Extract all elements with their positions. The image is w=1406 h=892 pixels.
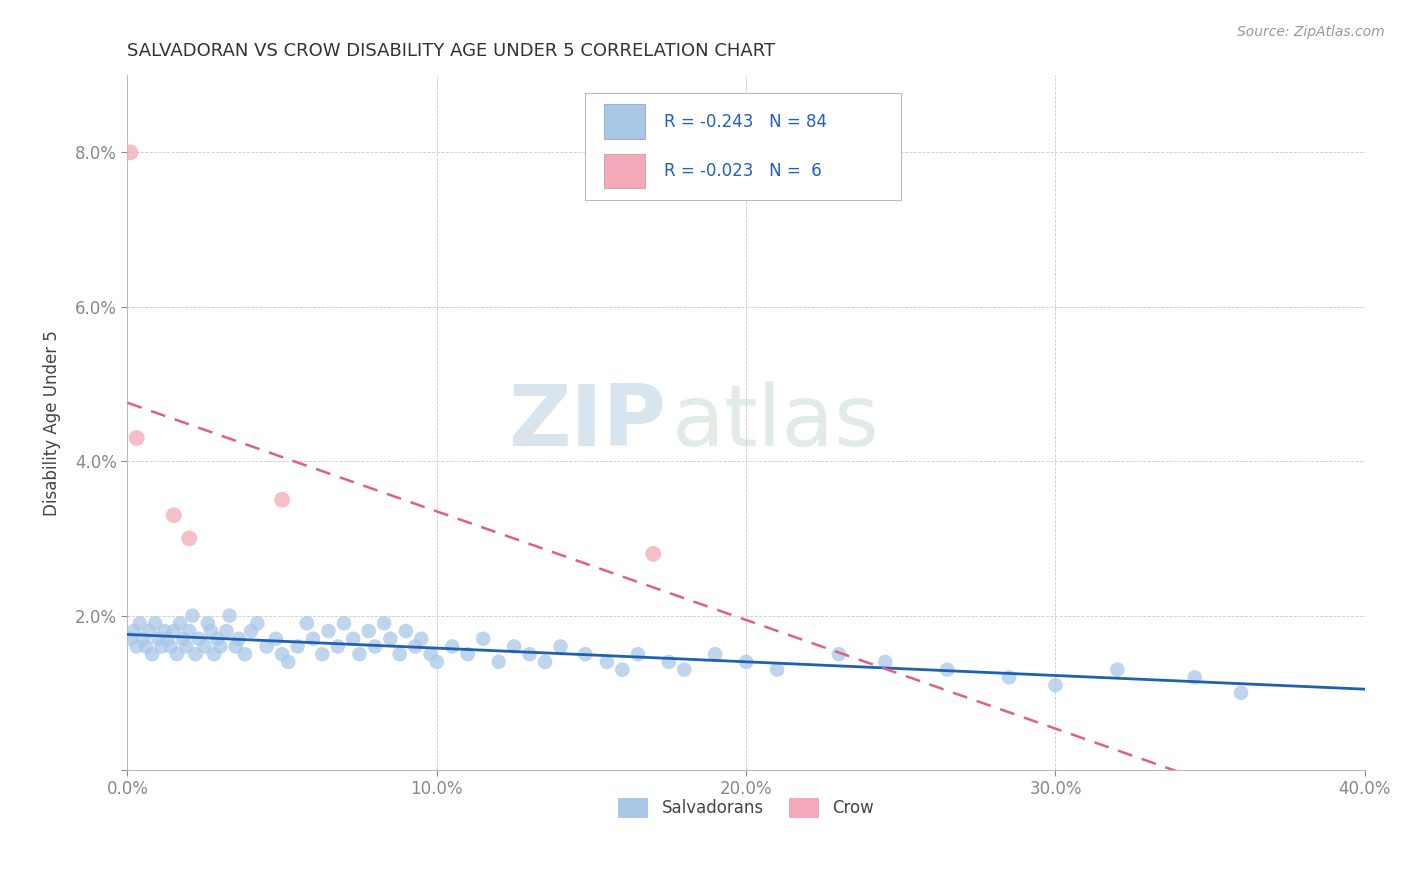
Point	[364, 640, 387, 654]
Point	[550, 640, 572, 654]
Point	[215, 624, 238, 638]
Point	[936, 663, 959, 677]
Point	[132, 632, 155, 646]
Point	[271, 647, 294, 661]
Point	[1230, 686, 1253, 700]
Point	[503, 640, 526, 654]
Point	[128, 616, 150, 631]
Point	[153, 624, 176, 638]
Text: ZIP: ZIP	[508, 381, 665, 464]
Point	[120, 632, 142, 646]
Point	[159, 640, 181, 654]
Point	[197, 616, 219, 631]
Point	[125, 640, 148, 654]
Point	[673, 663, 696, 677]
Point	[163, 508, 186, 523]
Point	[246, 616, 269, 631]
Point	[187, 632, 209, 646]
Point	[277, 655, 299, 669]
Point	[534, 655, 557, 669]
Point	[1184, 670, 1206, 684]
Point	[156, 632, 179, 646]
Point	[287, 640, 309, 654]
Point	[373, 616, 395, 631]
Point	[519, 647, 541, 661]
Point	[205, 632, 228, 646]
Point	[596, 655, 619, 669]
Point	[240, 624, 263, 638]
Point	[233, 647, 256, 661]
Point	[326, 640, 349, 654]
Point	[388, 647, 411, 661]
Point	[311, 647, 333, 661]
Point	[163, 624, 186, 638]
Legend: Salvadorans, Crow: Salvadorans, Crow	[612, 791, 880, 824]
Point	[184, 647, 207, 661]
Point	[181, 608, 204, 623]
Point	[120, 145, 142, 160]
Point	[404, 640, 426, 654]
Point	[256, 640, 278, 654]
Point	[295, 616, 318, 631]
Point	[125, 431, 148, 445]
Text: Source: ZipAtlas.com: Source: ZipAtlas.com	[1237, 25, 1385, 39]
Point	[457, 647, 479, 661]
Point	[411, 632, 433, 646]
Point	[1045, 678, 1067, 692]
Point	[209, 640, 232, 654]
Y-axis label: Disability Age Under 5: Disability Age Under 5	[44, 330, 60, 516]
Point	[179, 624, 201, 638]
Point	[441, 640, 464, 654]
Point	[342, 632, 364, 646]
Point	[218, 608, 240, 623]
Point	[1107, 663, 1129, 677]
Point	[349, 647, 371, 661]
Text: SALVADORAN VS CROW DISABILITY AGE UNDER 5 CORRELATION CHART: SALVADORAN VS CROW DISABILITY AGE UNDER …	[128, 42, 776, 60]
Point	[627, 647, 650, 661]
Point	[150, 640, 173, 654]
Point	[202, 647, 225, 661]
Point	[200, 624, 222, 638]
Point	[658, 655, 681, 669]
Text: atlas: atlas	[672, 381, 880, 464]
Point	[172, 632, 194, 646]
Point	[194, 640, 217, 654]
Point	[148, 632, 170, 646]
Point	[174, 640, 197, 654]
Point	[179, 532, 201, 546]
Point	[488, 655, 510, 669]
Point	[766, 663, 789, 677]
Point	[122, 624, 145, 638]
Point	[143, 616, 166, 631]
Point	[135, 640, 157, 654]
Point	[166, 647, 188, 661]
Point	[302, 632, 325, 646]
Point	[612, 663, 634, 677]
Point	[264, 632, 287, 646]
Point	[426, 655, 449, 669]
Point	[141, 647, 163, 661]
Point	[735, 655, 758, 669]
Point	[333, 616, 356, 631]
Point	[357, 624, 380, 638]
Point	[419, 647, 441, 661]
Point	[271, 492, 294, 507]
Point	[228, 632, 250, 646]
Point	[169, 616, 191, 631]
Point	[380, 632, 402, 646]
Point	[472, 632, 495, 646]
Point	[998, 670, 1021, 684]
Point	[704, 647, 727, 661]
Point	[574, 647, 596, 661]
Point	[225, 640, 247, 654]
Point	[138, 624, 160, 638]
Point	[643, 547, 665, 561]
Point	[395, 624, 418, 638]
Point	[318, 624, 340, 638]
Point	[875, 655, 897, 669]
Point	[828, 647, 851, 661]
